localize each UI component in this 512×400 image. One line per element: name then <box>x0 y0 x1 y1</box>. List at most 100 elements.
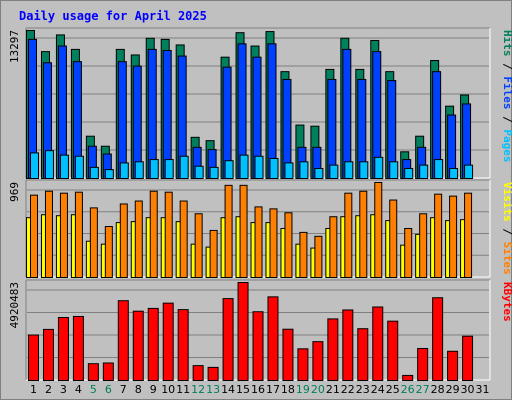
x-tick-day-9: 9 <box>150 383 157 396</box>
ymax-label-hits: 13297 <box>8 30 21 63</box>
bar-kbytes-day-30 <box>462 335 474 382</box>
bar-kbytes-day-8 <box>132 310 144 382</box>
legend-pages: Pages <box>501 129 512 162</box>
bar-pages-day-2 <box>44 150 54 180</box>
legend-files: Files <box>501 76 512 109</box>
bar-pages-day-28 <box>434 159 444 180</box>
bar-pages-day-15 <box>239 154 249 180</box>
bar-kbytes-day-12 <box>192 365 204 381</box>
bar-visits-day-24 <box>374 182 383 278</box>
x-tick-day-1: 1 <box>30 383 37 396</box>
bar-visits-day-10 <box>164 191 173 279</box>
legend-separator: / <box>501 110 512 130</box>
bar-visits-day-18 <box>284 212 293 278</box>
bar-pages-day-3 <box>59 154 69 180</box>
bar-visits-day-17 <box>269 208 278 278</box>
x-tick-day-5: 5 <box>90 383 97 396</box>
ymax-label-visits: 969 <box>8 182 21 202</box>
bar-visits-day-4 <box>74 191 83 279</box>
x-tick-day-10: 10 <box>161 383 175 396</box>
bar-visits-day-23 <box>359 190 368 279</box>
legend-kbytes: KBytes <box>501 282 512 322</box>
bar-kbytes-day-17 <box>267 296 279 382</box>
bar-pages-day-5 <box>89 166 99 180</box>
x-tick-day-26: 26 <box>401 383 415 396</box>
bar-kbytes-day-1 <box>28 334 39 381</box>
bar-visits-day-28 <box>434 193 443 279</box>
bar-pages-day-22 <box>344 161 354 179</box>
x-tick-day-20: 20 <box>311 383 325 396</box>
x-tick-day-24: 24 <box>371 383 385 396</box>
bar-kbytes-day-7 <box>117 300 129 382</box>
x-tick-day-4: 4 <box>75 383 82 396</box>
bar-pages-day-14 <box>224 160 234 179</box>
bar-pages-day-18 <box>284 162 294 180</box>
x-tick-day-12: 12 <box>191 383 205 396</box>
bar-visits-day-2 <box>44 190 53 279</box>
legend-kbytes: KBytes <box>501 282 512 322</box>
bar-kbytes-day-20 <box>312 341 324 381</box>
panel-hits-files-pages: 13297 Hits / Files / Pages <box>8 27 512 180</box>
x-tick-day-13: 13 <box>206 383 220 396</box>
bar-visits-day-8 <box>134 200 143 279</box>
bar-pages-day-26 <box>404 167 414 179</box>
bar-kbytes-day-11 <box>177 309 189 381</box>
bar-kbytes-day-24 <box>372 306 384 381</box>
bar-kbytes-day-26 <box>402 374 414 381</box>
bar-pages-day-4 <box>74 155 84 179</box>
legend-separator: / <box>501 57 512 77</box>
x-tick-day-28: 28 <box>431 383 445 396</box>
x-tick-day-25: 25 <box>386 383 400 396</box>
bar-files-day-22 <box>342 48 352 179</box>
bar-kbytes-day-13 <box>207 366 219 381</box>
x-tick-day-2: 2 <box>45 383 52 396</box>
bar-pages-day-8 <box>134 161 144 179</box>
bar-visits-day-25 <box>389 199 398 279</box>
x-tick-day-15: 15 <box>236 383 250 396</box>
x-tick-day-19: 19 <box>296 383 310 396</box>
bar-visits-day-20 <box>314 235 323 279</box>
legend-separator: / <box>501 222 512 242</box>
x-tick-day-14: 14 <box>221 383 235 396</box>
bar-kbytes-day-29 <box>447 350 459 381</box>
bar-pages-day-10 <box>164 159 174 180</box>
bar-pages-day-23 <box>359 161 369 179</box>
bar-pages-day-16 <box>254 155 264 179</box>
x-tick-day-16: 16 <box>251 383 265 396</box>
bar-pages-day-21 <box>329 164 339 179</box>
bar-kbytes-day-4 <box>72 315 84 382</box>
bar-visits-day-21 <box>329 216 338 278</box>
x-tick-day-21: 21 <box>326 383 340 396</box>
bar-kbytes-day-10 <box>162 302 174 381</box>
bar-kbytes-day-21 <box>327 318 339 381</box>
bar-kbytes-day-5 <box>87 363 99 382</box>
bar-visits-day-26 <box>404 227 413 278</box>
x-tick-day-11: 11 <box>176 383 190 396</box>
bar-visits-day-3 <box>59 192 68 279</box>
x-tick-day-8: 8 <box>135 383 142 396</box>
panel-kbytes: 4920483 KBytes <box>8 279 512 382</box>
bar-pages-day-17 <box>269 157 279 180</box>
bar-visits-day-29 <box>449 195 458 279</box>
bar-kbytes-day-14 <box>222 298 234 382</box>
bar-kbytes-day-23 <box>357 328 369 382</box>
bar-kbytes-day-28 <box>432 297 444 382</box>
bar-pages-day-7 <box>119 162 129 180</box>
bar-visits-day-22 <box>344 192 353 279</box>
bar-pages-day-24 <box>374 156 384 179</box>
ymax-label-kbytes: 4920483 <box>8 282 21 328</box>
x-tick-day-17: 17 <box>266 383 280 396</box>
panel-visits-sites: 969 Visits / Sites <box>8 179 512 279</box>
bar-files-day-7 <box>117 61 127 180</box>
bar-visits-day-5 <box>89 207 98 278</box>
x-tick-day-30: 30 <box>461 383 475 396</box>
bar-pages-day-30 <box>464 164 474 179</box>
bar-visits-day-11 <box>179 200 188 279</box>
bar-visits-day-9 <box>149 190 158 279</box>
bar-kbytes-day-2 <box>42 328 54 381</box>
bar-pages-day-19 <box>299 161 309 179</box>
bar-kbytes-day-25 <box>387 320 399 381</box>
legend-hits-files-pages: Hits / Files / Pages <box>501 30 512 163</box>
